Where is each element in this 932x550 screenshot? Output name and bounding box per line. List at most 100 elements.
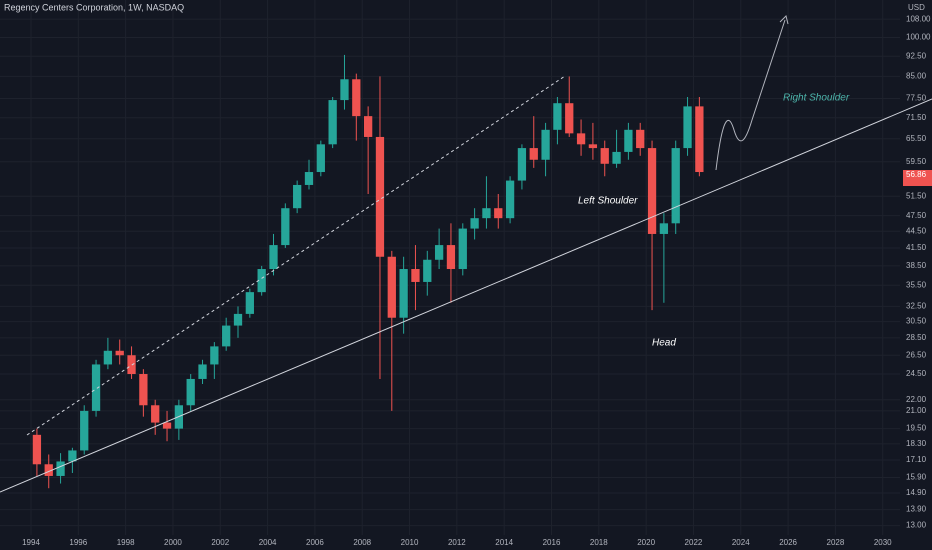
y-tick-label: 24.50	[906, 369, 927, 378]
y-tick-label: 19.50	[906, 424, 927, 433]
x-tick-label: 2030	[874, 538, 892, 547]
y-tick-label: 22.00	[906, 395, 927, 404]
y-tick-label: 51.50	[906, 191, 927, 200]
y-tick-label: 14.90	[906, 488, 927, 497]
y-tick-label: 13.90	[906, 505, 927, 514]
candle-body	[363, 116, 373, 137]
candle-body	[269, 245, 278, 270]
x-tick-label: 2000	[164, 538, 182, 547]
candle-body	[553, 103, 562, 130]
candle-body	[352, 79, 361, 117]
candle-body	[659, 223, 669, 234]
candle-body	[293, 184, 302, 209]
candle-body	[68, 450, 77, 462]
y-tick-label: 21.00	[906, 406, 927, 415]
candle-body	[91, 364, 101, 411]
y-tick-label: 30.50	[906, 317, 927, 326]
currency: USD	[908, 3, 925, 12]
x-tick-label: 2014	[495, 538, 513, 547]
candle-body	[162, 422, 172, 429]
candle-body	[636, 129, 645, 149]
y-tick-label: 26.50	[906, 350, 927, 359]
x-tick-label: 2022	[685, 538, 703, 547]
candle-body	[245, 292, 254, 314]
candle-body	[281, 208, 290, 246]
candle-body	[470, 218, 479, 229]
candle-body	[340, 79, 349, 101]
y-tick-label: 100.00	[906, 33, 931, 42]
candle-body	[446, 245, 456, 270]
candle-body	[458, 228, 467, 270]
y-tick-label: 38.50	[906, 261, 927, 270]
y-tick-label: 47.50	[906, 211, 927, 220]
y-tick-label: 28.50	[906, 333, 927, 342]
candle-body	[576, 133, 586, 145]
annotation: Left Shoulder	[578, 196, 638, 207]
x-tick-label: 2002	[211, 538, 229, 547]
candle-body	[139, 374, 148, 406]
candle-body	[375, 136, 385, 257]
candle-body	[387, 256, 396, 318]
y-tick-label: 18.30	[906, 439, 927, 448]
y-tick-label: 41.50	[906, 243, 927, 252]
candle-body	[127, 355, 136, 375]
x-tick-label: 1998	[117, 538, 135, 547]
candle-body	[517, 148, 527, 181]
projection-arrow	[715, 19, 786, 171]
last-price: 56.86	[906, 170, 927, 179]
candle-body	[600, 148, 609, 164]
candle-body	[44, 464, 53, 476]
x-tick-label: 2026	[779, 538, 797, 547]
x-tick-label: 2010	[401, 538, 419, 547]
y-tick-label: 15.90	[906, 473, 927, 482]
x-tick-label: 2012	[448, 538, 466, 547]
candle-body	[316, 144, 325, 173]
candle-body	[399, 269, 408, 318]
y-tick-label: 65.50	[906, 134, 927, 143]
x-tick-label: 2006	[306, 538, 324, 547]
candle-body	[304, 172, 314, 185]
candle-body	[328, 100, 337, 145]
x-tick-label: 2028	[827, 538, 845, 547]
y-tick-label: 71.50	[906, 113, 927, 122]
arrow-head	[779, 15, 789, 25]
candle-body	[233, 313, 243, 326]
candle-body	[683, 106, 692, 149]
y-tick-label: 77.50	[906, 94, 927, 103]
candle-body	[115, 350, 124, 356]
candle-body	[198, 364, 207, 379]
candle-body	[482, 208, 491, 219]
x-tick-label: 2020	[637, 538, 655, 547]
x-tick-label: 2024	[732, 538, 750, 547]
candle-body	[210, 346, 219, 365]
y-tick-label: 44.50	[906, 226, 927, 235]
candle-body	[565, 103, 574, 134]
candle-body	[151, 405, 160, 423]
candle-body	[541, 129, 550, 160]
y-tick-label: 35.50	[906, 280, 927, 289]
candle-body	[186, 378, 195, 406]
candle-body	[671, 148, 680, 224]
candle-body	[423, 259, 432, 282]
x-tick-label: 2018	[590, 538, 608, 547]
grid	[0, 0, 900, 535]
chart-title: Regency Centers Corporation, 1W, NASDAQ	[4, 2, 184, 12]
candle-body	[434, 245, 444, 260]
y-tick-label: 32.50	[906, 302, 927, 311]
candle-body	[647, 148, 657, 234]
x-tick-label: 1994	[22, 538, 40, 547]
y-tick-label: 108.00	[906, 14, 931, 23]
candle-body	[257, 269, 266, 293]
candle-body	[695, 106, 704, 173]
candle-body	[56, 461, 65, 476]
support-trendline	[0, 98, 932, 493]
price-badge	[903, 170, 932, 186]
y-tick-label: 59.50	[906, 157, 927, 166]
axes: 13.00 13.90 14.90 15.90 17.10 18.30 19.50 21.00…	[22, 14, 931, 547]
y-tick-label: 17.10	[906, 455, 927, 464]
candles	[32, 54, 704, 489]
x-tick-label: 2004	[259, 538, 277, 547]
annotation: Head	[652, 338, 676, 349]
candle-body	[505, 180, 515, 219]
